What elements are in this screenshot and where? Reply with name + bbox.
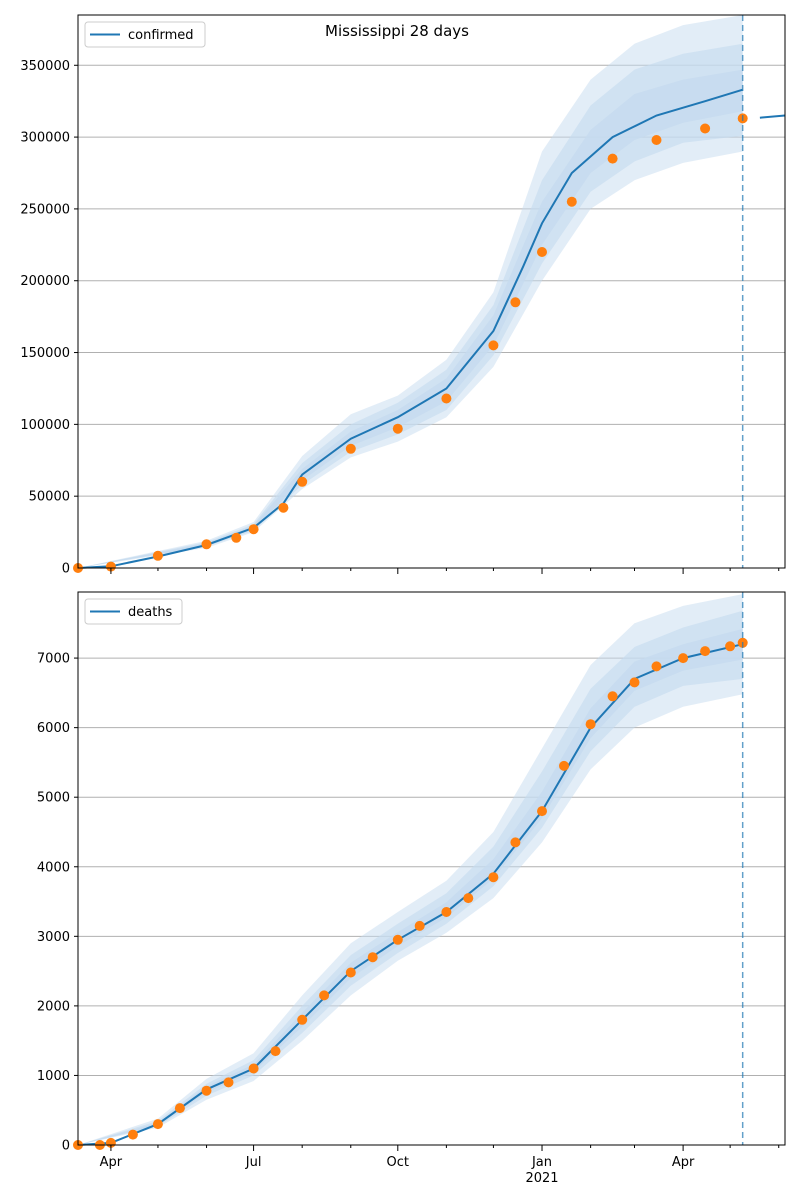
observed-point (607, 153, 618, 164)
series-line-confirmed (77, 88, 743, 569)
observed-point (510, 297, 521, 308)
observed-point (278, 502, 289, 513)
y-tick-label: 7000 (37, 652, 70, 667)
y-tick-label: 3000 (37, 930, 70, 945)
observed-point (231, 532, 242, 543)
y-tick-label: 4000 (37, 860, 70, 875)
observed-point (651, 661, 662, 672)
observed-point (174, 1103, 185, 1114)
observed-point (367, 952, 378, 963)
observed-point (152, 1119, 163, 1130)
observed-point (585, 719, 596, 730)
confirmed-panel: 0 50000 100000 150000 200000 250000 300000 3500… (20, 14, 786, 577)
observed-point (392, 934, 403, 945)
observed-point (345, 443, 356, 454)
legend-box (84, 21, 206, 48)
observed-point (463, 893, 474, 904)
observed-point (345, 967, 356, 978)
observed-point (248, 524, 259, 535)
observed-point (700, 123, 711, 134)
observed-point (392, 423, 403, 434)
y-tick-label: 300000 (20, 131, 70, 146)
observed-point (566, 196, 577, 207)
y-tick-label: 50000 (29, 490, 70, 505)
observed-point (414, 920, 425, 931)
y-tick-label: 2000 (37, 999, 70, 1014)
y-tick-label: 200000 (20, 274, 70, 289)
x-tick-label: Apr (672, 1155, 695, 1170)
observed-point (607, 691, 618, 702)
y-tick-label: 5000 (37, 791, 70, 806)
x-tick-label: Oct (387, 1155, 409, 1170)
shared-x-axis: Apr Jul Oct Jan Apr 2021 (100, 1155, 695, 1186)
y-tick-label: 0 (62, 1139, 70, 1154)
x-tick-label: Jul (245, 1155, 262, 1170)
observed-point (319, 990, 330, 1001)
legend-label-confirmed: confirmed (128, 28, 194, 43)
legend-label-deaths: deaths (128, 605, 173, 620)
observed-point (488, 340, 499, 351)
uncertainty-band-middle (78, 610, 743, 1145)
y-tick-label: 350000 (20, 59, 70, 74)
observed-point (223, 1077, 234, 1088)
observed-point (127, 1129, 138, 1140)
x-tick-label: Apr (100, 1155, 123, 1170)
plot-frame (77, 14, 786, 569)
observed-point (510, 837, 521, 848)
x-year-label: 2021 (525, 1171, 558, 1186)
x-tick-label: Jan (531, 1155, 552, 1170)
y-tick-label: 0 (62, 562, 70, 577)
observed-point (488, 872, 499, 883)
observed-point (248, 1063, 259, 1074)
plot-frame (77, 591, 786, 1146)
observed-point (152, 550, 163, 561)
observed-point (700, 646, 711, 657)
figure-title: Mississippi 28 days (325, 22, 469, 40)
legend-box (84, 598, 183, 625)
y-tick-label: 250000 (20, 202, 70, 217)
observed-point (270, 1046, 281, 1057)
deaths-panel: 0 1000 2000 3000 4000 5000 6000 7000 deaths (37, 591, 786, 1154)
series-line-confirmed-extension (759, 114, 786, 119)
observed-point (441, 907, 452, 917)
observed-point (297, 476, 308, 487)
observed-point (629, 677, 640, 688)
observed-point (559, 760, 569, 771)
observed-point (201, 1085, 212, 1096)
observed-point (441, 393, 452, 404)
observed-point (537, 247, 547, 257)
observed-point (297, 1014, 308, 1025)
observed-point (678, 653, 689, 664)
observed-point (201, 539, 212, 550)
uncertainty-band-inner (78, 69, 743, 568)
y-tick-label: 100000 (20, 418, 70, 433)
y-tick-label: 6000 (37, 721, 70, 736)
observed-point (651, 135, 662, 145)
uncertainty-band-inner (78, 628, 743, 1145)
observed-point (725, 641, 736, 652)
observed-point (105, 561, 116, 572)
observed-point (537, 806, 547, 817)
y-tick-label: 150000 (20, 346, 70, 361)
y-tick-label: 1000 (37, 1069, 70, 1084)
